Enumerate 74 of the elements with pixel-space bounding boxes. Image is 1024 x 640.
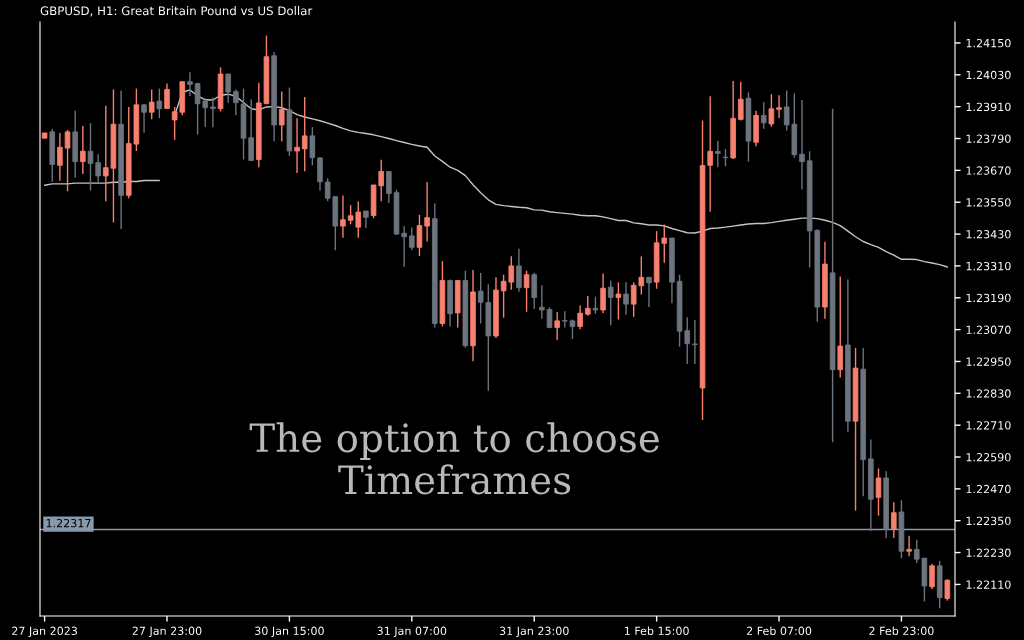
y-tick-label: 1.22230 xyxy=(966,548,1011,557)
y-tick-label: 1.22110 xyxy=(966,580,1011,589)
candlestick xyxy=(531,272,538,310)
y-tick-label: 1.23790 xyxy=(966,134,1011,143)
y-tick-label: 1.22950 xyxy=(966,357,1011,366)
candlestick xyxy=(737,81,744,122)
y-tick-label: 1.23070 xyxy=(966,325,1011,334)
candlestick xyxy=(577,304,583,331)
candlestick xyxy=(929,563,935,590)
candlestick xyxy=(164,82,170,110)
annotation: The option to choose Timeframes xyxy=(249,422,659,495)
y-tick-label: 1.23310 xyxy=(966,261,1011,271)
candlestick xyxy=(768,93,775,128)
candlestick xyxy=(837,275,844,379)
candlestick xyxy=(539,284,545,320)
x-tick-label: 30 Jan 15:00 xyxy=(255,626,324,638)
y-tick-label: 1.22710 xyxy=(966,421,1011,430)
x-tick-label: 31 Jan 07:00 xyxy=(377,626,447,638)
candlestick xyxy=(607,279,614,327)
candlestick xyxy=(416,214,423,257)
candlestick xyxy=(646,276,652,308)
candlestick xyxy=(187,71,193,97)
candlestick xyxy=(64,129,71,193)
x-tick-label: 1 Feb 15:00 xyxy=(624,626,689,636)
candlestick xyxy=(294,117,300,174)
candlestick xyxy=(317,156,323,192)
candlestick xyxy=(210,96,216,129)
x-tick-label: 27 Jan 23:00 xyxy=(132,626,202,638)
y-tick-label: 1.22830 xyxy=(966,389,1011,398)
y-tick-label: 1.22590 xyxy=(966,452,1011,462)
y-tick-label: 1.22470 xyxy=(966,484,1011,494)
candlestick xyxy=(776,94,782,119)
candlestick xyxy=(760,101,767,130)
x-tick-label: 31 Jan 23:00 xyxy=(499,626,569,638)
y-tick-label: 1.23190 xyxy=(966,293,1011,303)
ref-line-label: 1.22317 xyxy=(46,518,91,528)
candlestick xyxy=(225,73,231,104)
candlestick xyxy=(424,181,430,243)
candlestick xyxy=(80,125,86,175)
y-tick-label: 1.23550 xyxy=(966,198,1011,207)
y-tick-label: 1.23910 xyxy=(966,102,1011,112)
candlestick xyxy=(148,88,155,120)
candlestick xyxy=(57,132,63,182)
candlestick xyxy=(623,281,629,316)
candlestick xyxy=(301,96,308,172)
candlestick xyxy=(141,103,147,134)
candlestick xyxy=(944,578,951,602)
candlestick xyxy=(715,139,721,168)
candlestick xyxy=(554,311,560,341)
candlestick xyxy=(340,194,346,239)
y-tick-label: 1.23670 xyxy=(966,166,1011,175)
candlestick xyxy=(309,126,316,167)
candlestick xyxy=(156,87,163,119)
y-tick-label: 1.22350 xyxy=(966,516,1011,526)
candlestick xyxy=(516,247,522,293)
y-tick-label: 1.23430 xyxy=(966,230,1011,239)
candlestick xyxy=(409,226,415,251)
candlestick xyxy=(278,90,285,142)
y-tick-label: 1.24150 xyxy=(966,38,1011,48)
x-tick-label: 2 Feb 23:00 xyxy=(869,626,934,636)
candlestick xyxy=(615,281,622,321)
candlestick xyxy=(692,319,698,365)
candlestick xyxy=(891,501,897,539)
chart-title: GBPUSD, H1: Great Britain Pound vs US Dollar xyxy=(40,6,313,17)
x-tick-label: 27 Jan 2023 xyxy=(12,626,77,638)
candlestick xyxy=(523,269,530,313)
candlestick xyxy=(875,467,882,517)
candlestick xyxy=(233,88,239,116)
candlestick xyxy=(799,99,805,191)
y-tick-label: 1.24030 xyxy=(966,70,1011,80)
candlestick xyxy=(600,272,606,314)
x-tick-label: 2 Feb 07:00 xyxy=(746,626,812,636)
candlestick xyxy=(584,295,591,317)
candlestick xyxy=(906,535,912,557)
